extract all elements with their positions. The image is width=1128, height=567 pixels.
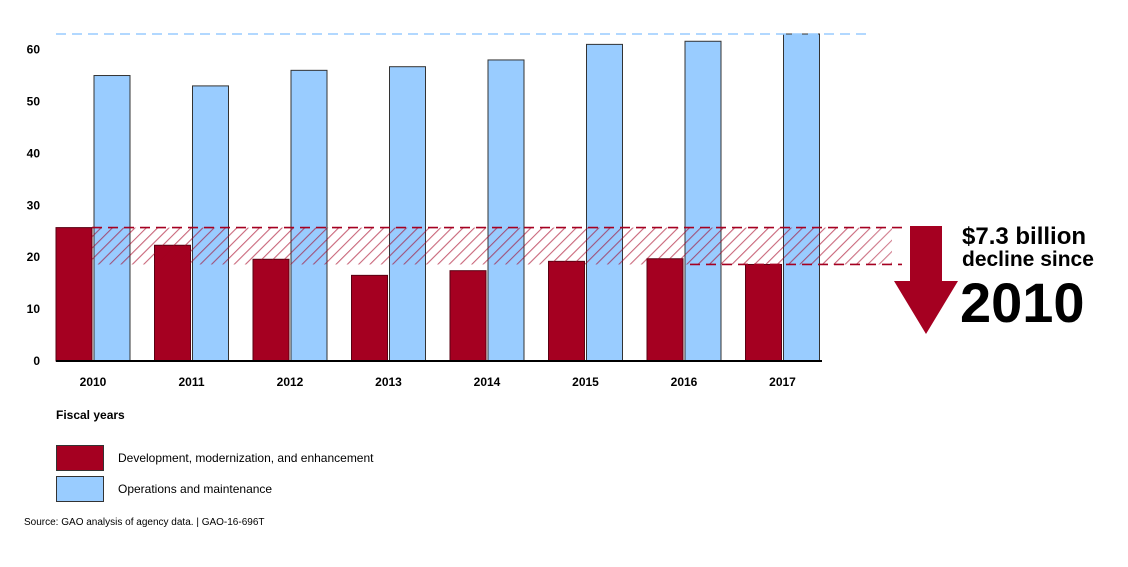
decline-band — [92, 227, 892, 265]
y-tick-label: 60 — [27, 43, 41, 57]
x-axis-title: Fiscal years — [56, 408, 125, 422]
bar-om — [487, 59, 525, 362]
bar-chart: 0 10 20 30 40 50 60 2010 2011 2012 2013 2014 2015 20… — [27, 33, 1094, 389]
x-tick-label: 2012 — [277, 375, 304, 389]
bar-om — [93, 75, 131, 362]
x-tick-label: 2013 — [375, 375, 402, 389]
bar-om — [684, 40, 722, 362]
legend-swatch-dme — [56, 445, 104, 471]
bar-dme — [252, 258, 290, 362]
x-tick-label: 2017 — [769, 375, 796, 389]
bar-om — [389, 66, 426, 362]
callout-year: 2010 — [960, 271, 1085, 334]
bar-dme — [154, 244, 191, 362]
legend-item-om: Operations and maintenance — [56, 476, 272, 502]
y-tick-label: 10 — [27, 302, 41, 316]
x-tick-label: 2015 — [572, 375, 599, 389]
bar-om — [192, 85, 229, 362]
x-tick-label: 2014 — [474, 375, 501, 389]
bar-om — [783, 33, 820, 362]
callout-subtitle: decline since — [962, 248, 1094, 271]
legend-swatch-om — [56, 476, 104, 502]
legend-label-om: Operations and maintenance — [118, 482, 273, 496]
down-arrow-icon — [894, 226, 958, 334]
bar-dme — [745, 263, 782, 362]
legend-label-dme: Development, modernization, and enhancem… — [118, 451, 374, 465]
x-tick-label: 2010 — [80, 375, 107, 389]
bar-om — [586, 43, 623, 362]
bar-dme — [548, 260, 585, 362]
legend-item-dme: Development, modernization, and enhancem… — [56, 445, 374, 471]
bar-dme — [646, 258, 684, 362]
x-tick-label: 2016 — [671, 375, 698, 389]
x-tick-label: 2011 — [178, 375, 204, 389]
bar-dme — [449, 270, 487, 362]
source-note: Source: GAO analysis of agency data. | G… — [24, 517, 265, 528]
callout: $7.3 billion decline since 2010 — [894, 223, 1094, 334]
callout-amount: $7.3 billion — [962, 223, 1086, 250]
y-tick-label: 0 — [33, 354, 40, 368]
y-tick-label: 50 — [27, 94, 41, 108]
y-tick-label: 20 — [27, 250, 41, 264]
bar-om — [290, 69, 328, 362]
bar-dme — [351, 274, 388, 362]
bar-dme — [55, 227, 93, 362]
y-tick-label: 30 — [27, 198, 41, 212]
y-tick-label: 40 — [27, 146, 41, 160]
